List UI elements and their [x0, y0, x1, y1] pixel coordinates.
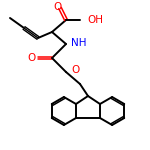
Text: O: O	[71, 65, 79, 75]
Text: OH: OH	[87, 15, 103, 25]
Text: O: O	[53, 2, 61, 12]
Text: NH: NH	[71, 38, 87, 48]
Text: O: O	[28, 53, 36, 63]
